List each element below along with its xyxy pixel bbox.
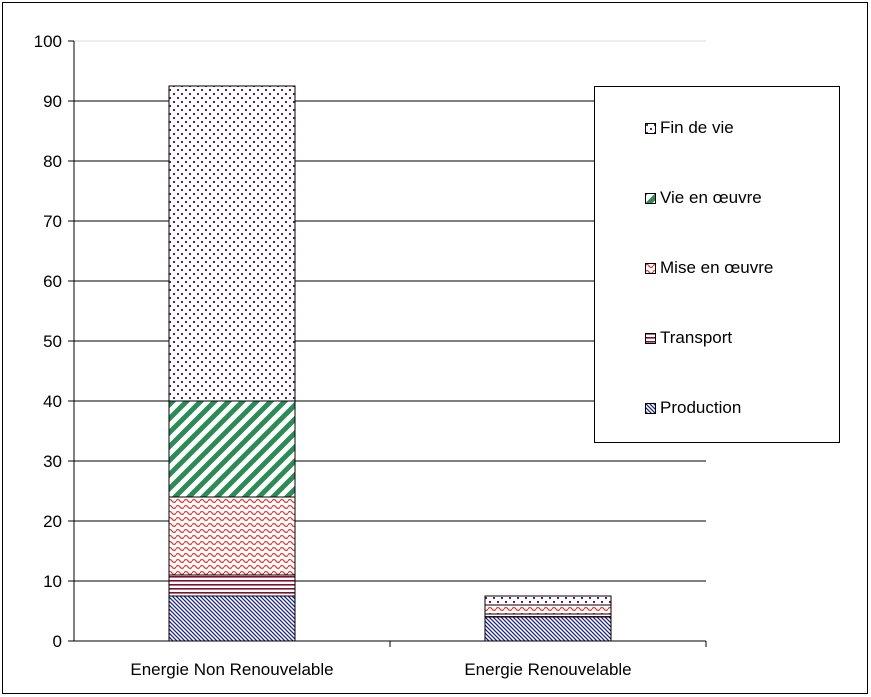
bar-segment-fin-de-vie <box>168 85 296 402</box>
axis-labels: 0 10 20 30 40 50 60 70 80 90 100 Energie Non Renouv… <box>34 32 632 679</box>
bar-segment-mise-en-uvre <box>168 496 296 576</box>
y-tick-label: 30 <box>43 452 62 471</box>
legend-swatch <box>645 122 656 134</box>
y-tick-label: 70 <box>43 212 62 231</box>
legend-label: Transport <box>660 328 733 347</box>
legend: Fin de vie Vie en œuvre Mise en œuvre Trans… <box>594 86 840 443</box>
y-tick-label: 40 <box>43 392 62 411</box>
y-tick-label: 20 <box>43 512 62 531</box>
legend-swatch <box>645 262 656 274</box>
legend-label: Production <box>660 398 742 417</box>
y-tick-label: 50 <box>43 332 62 351</box>
legend-item: Vie en œuvre <box>645 188 762 208</box>
legend-swatch <box>645 192 656 204</box>
legend-label: Fin de vie <box>660 118 734 137</box>
legend-swatch <box>645 402 656 414</box>
y-tick-label: 100 <box>34 32 62 51</box>
y-tick-label: 0 <box>53 632 62 651</box>
legend-swatch <box>645 332 656 344</box>
legend-label: Vie en œuvre <box>660 188 762 207</box>
legend-item: Mise en œuvre <box>645 258 773 278</box>
y-tick-label: 90 <box>43 92 62 111</box>
bar-segment-production <box>168 595 296 642</box>
bar-segment-production <box>484 616 612 642</box>
legend-item: Production <box>645 398 741 418</box>
legend-label: Mise en œuvre <box>660 258 774 277</box>
x-category-label: Energie Renouvelable <box>464 660 631 679</box>
y-tick-label: 60 <box>43 272 62 291</box>
legend-item: Transport <box>645 328 732 348</box>
bar-segment-fin-de-vie <box>484 595 612 606</box>
bar-segment-transport <box>168 574 296 597</box>
legend-item: Fin de vie <box>645 118 734 138</box>
y-tick-label: 10 <box>43 572 62 591</box>
x-category-label: Energie Non Renouvelable <box>130 660 333 679</box>
y-tick-label: 80 <box>43 152 62 171</box>
bar-segment-mise-en-uvre <box>484 604 612 615</box>
bars <box>168 85 612 642</box>
bar-segment-vie-en-uvre <box>168 400 296 498</box>
